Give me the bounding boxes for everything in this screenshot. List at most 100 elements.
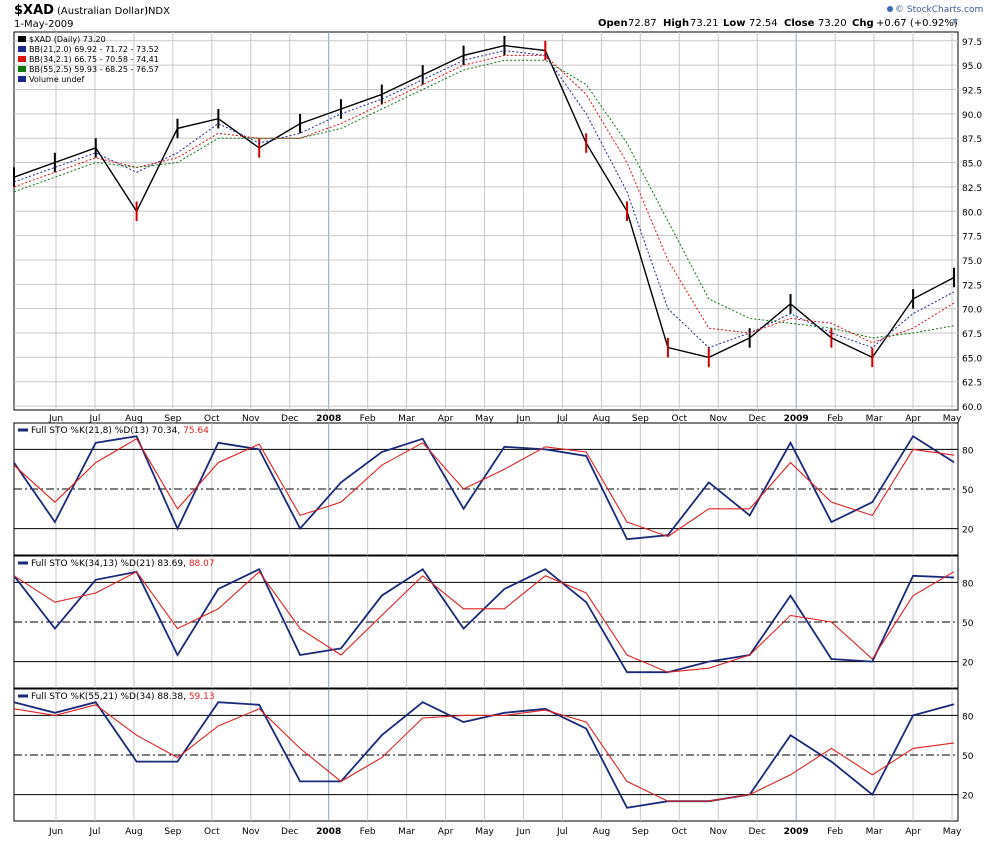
y-tick-label: 75.0 [962, 257, 982, 267]
x-axis-label-top: Jun [48, 414, 63, 424]
open-value: 72.87 [628, 18, 657, 29]
x-axis-label-top: Dec [281, 414, 298, 424]
series-line [13, 54, 955, 344]
y-tick-label: 82.5 [962, 184, 982, 194]
instrument-name: (Australian Dollar) [57, 6, 148, 17]
y-tick-label: 77.5 [962, 233, 982, 243]
low-label: Low [723, 18, 745, 29]
x-axis-label-top: Feb [360, 414, 376, 424]
series-line [13, 44, 955, 359]
low-value: 72.54 [749, 18, 778, 29]
y-tick-label: 72.5 [962, 281, 982, 291]
x-axis-label-bottom: Aug [125, 827, 143, 837]
y-tick-label: 60.0 [962, 403, 982, 413]
x-axis-label-top: Apr [438, 414, 454, 424]
x-axis-label-bottom: Apr [438, 827, 454, 837]
y-tick-label: 67.5 [962, 330, 982, 340]
legend-label: $XAD (Daily) 73.20 [29, 35, 106, 44]
legend-label: BB(21,2.0) 69.92 - 71.72 - 73.52 [29, 45, 159, 54]
y-tick-label: 80 [962, 446, 974, 456]
symbol-title: $XAD [14, 3, 54, 18]
y-tick-label: 90.0 [962, 111, 982, 121]
legend-swatch [18, 46, 26, 52]
x-axis-label-top: Nov [709, 414, 727, 424]
x-axis-label-bottom: Mar [866, 827, 883, 837]
x-axis-label-top: Aug [593, 414, 611, 424]
panel-title: Full STO %K(34,13) %D(21) 83.69, 88.07 [31, 559, 215, 569]
x-axis-label-bottom: Nov [242, 827, 260, 837]
x-axis-label-top: May [475, 414, 494, 424]
series-line [13, 704, 955, 802]
d-value: 88.07 [189, 559, 215, 569]
exchange-label: INDX [145, 6, 170, 17]
series-line [13, 438, 955, 538]
series-line [13, 701, 955, 809]
x-axis-label-top: Sep [164, 414, 181, 424]
y-tick-label: 92.5 [962, 86, 982, 96]
series-line [13, 434, 955, 541]
legend-swatch [18, 36, 26, 42]
x-axis-label-top: Apr [905, 414, 921, 424]
x-axis-label-bottom: Dec [281, 827, 298, 837]
d-value: 59.13 [189, 692, 215, 702]
x-axis-label-bottom: Nov [709, 827, 727, 837]
legend-label: BB(34,2.1) 66.75 - 70.58 - 74.41 [29, 55, 159, 64]
x-axis-label-bottom: Sep [164, 827, 181, 837]
y-tick-label: 85.0 [962, 160, 982, 170]
x-axis-label-top: Oct [204, 414, 220, 424]
y-tick-label: 87.5 [962, 135, 982, 145]
close-value: 73.20 [818, 18, 847, 29]
x-axis-label-top: 2009 [784, 414, 809, 424]
x-axis-label-top: Jul [89, 414, 101, 424]
open-label: Open [598, 18, 628, 29]
legend-label: BB(55,2.5) 59.93 - 68.25 - 76.57 [29, 65, 159, 74]
panel-price: 60.0 62.5 65.0 67.5 70.0 72.5 75.0 77.5 80.0 82.5… [13, 31, 982, 413]
x-axis-label-bottom: Sep [632, 827, 649, 837]
close-label: Close [784, 18, 815, 29]
panel-sto2: 20 50 80 Full STO %K(34,13) %D(21) 83.69, 8… [13, 555, 974, 689]
x-axis-label-bottom: Oct [204, 827, 220, 837]
x-axis-label-top: Dec [749, 414, 766, 424]
chg-value: +0.67 (+0.92%) [876, 18, 958, 29]
y-tick-label: 50 [962, 486, 974, 496]
x-axis-label-top: Jul [556, 414, 568, 424]
y-tick-label: 50 [962, 619, 974, 629]
x-axis-label-bottom: May [475, 827, 494, 837]
x-axis-label-bottom: Jun [48, 827, 63, 837]
y-tick-label: 20 [962, 792, 974, 802]
y-tick-label: 62.5 [962, 379, 982, 389]
x-axis-label-bottom: Aug [593, 827, 611, 837]
legend-swatch [18, 56, 26, 62]
y-tick-label: 80 [962, 712, 974, 722]
chart-date: 1-May-2009 [14, 19, 74, 30]
x-axis-label-bottom: Feb [360, 827, 376, 837]
x-axis-label-bottom: Apr [905, 827, 921, 837]
chg-label: Chg [852, 18, 874, 29]
x-axis-label-bottom: 2009 [784, 827, 809, 837]
y-tick-label: 70.0 [962, 306, 982, 316]
x-axis-label-top: Mar [398, 414, 415, 424]
x-axis-label-bottom: 2008 [316, 827, 341, 837]
x-axis-label-top: Feb [827, 414, 843, 424]
x-axis-label-top: Mar [866, 414, 883, 424]
x-axis-label-bottom: May [943, 827, 962, 837]
legend-swatch [18, 76, 26, 82]
x-axis-label-top: Nov [242, 414, 260, 424]
legend-swatch [18, 66, 26, 72]
panel-sto1: 20 50 80 Full STO %K(21,8) %D(13) 70.34, 75… [13, 422, 974, 556]
brand-label: © StockCharts.com [895, 5, 983, 15]
x-axis-label-top: Oct [672, 414, 688, 424]
legend-label: Volume undef [29, 75, 84, 84]
panel-title: Full STO %K(21,8) %D(13) 70.34, 75.64 [31, 426, 209, 436]
x-axis-label-bottom: Jun [515, 827, 530, 837]
x-axis-label-bottom: Mar [398, 827, 415, 837]
d-value: 75.64 [183, 426, 209, 436]
x-axis-label-top: 2008 [316, 414, 341, 424]
x-axis-label-bottom: Jul [556, 827, 568, 837]
y-tick-label: 20 [962, 526, 974, 536]
x-axis-label-top: Jun [515, 414, 530, 424]
x-axis-label-top: May [943, 414, 962, 424]
series-line [13, 570, 955, 673]
chg-down-arrow-icon [952, 19, 958, 25]
